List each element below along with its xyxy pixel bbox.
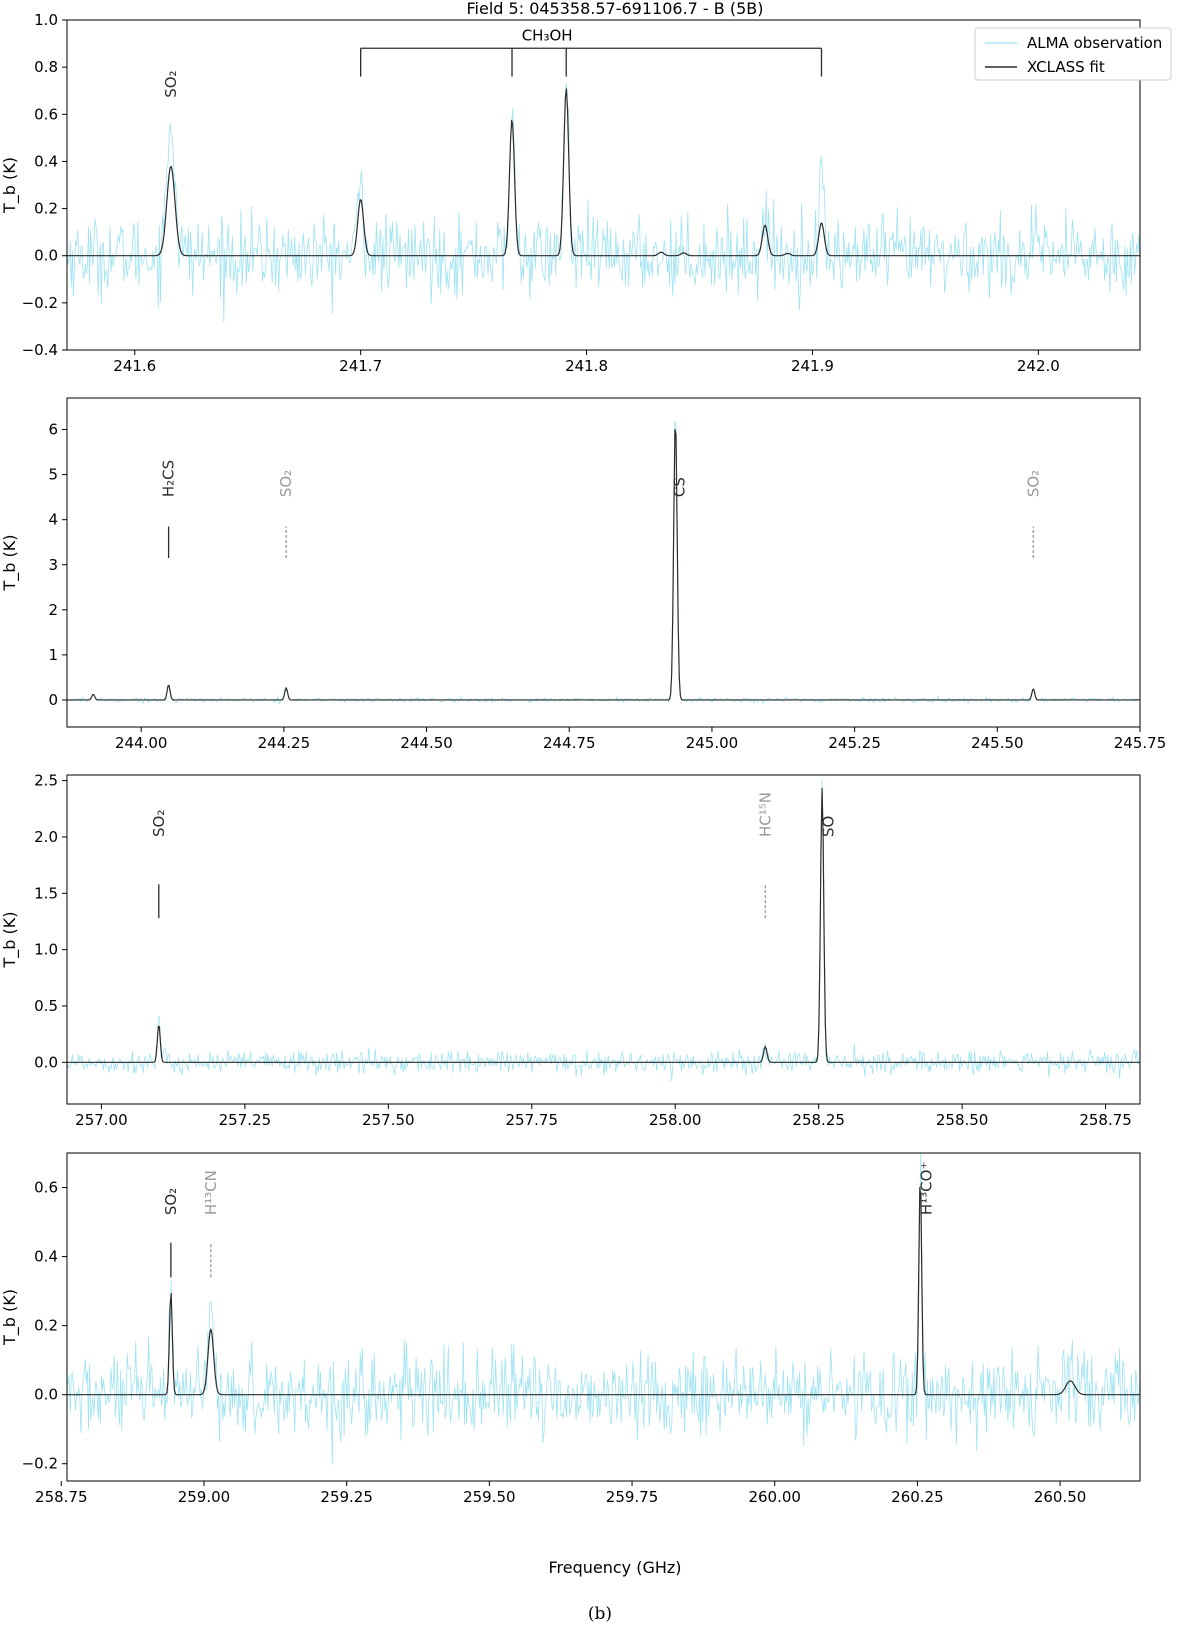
fit-series [67, 1187, 1140, 1396]
spectrum-panels: T_b (K)241.6 241.7 241.8 241.9 242.0−0.4−0.2… [0, 11, 1172, 1506]
x-tick-label: 245.25 [828, 734, 881, 752]
y-tick-label: 1 [48, 646, 58, 664]
series-group [67, 420, 1140, 705]
observation-series [67, 779, 1140, 1082]
y-axis-title: T_b (K) [0, 912, 20, 969]
plot-frame [66, 1152, 1141, 1482]
figure-title: Field 5: 045358.57-691106.7 - B (5B) [467, 0, 764, 18]
plot-frame [66, 397, 1141, 728]
x-tick-label: 258.50 [936, 1111, 989, 1129]
y-tick-label: 1.0 [34, 941, 58, 959]
x-tick-label: 257.50 [362, 1111, 415, 1129]
x-tick-label: 258.25 [792, 1111, 845, 1129]
legend-box [974, 27, 1172, 81]
series-group [67, 83, 1140, 323]
x-tick-label: 241.7 [339, 357, 382, 375]
spectrum-panel-3: T_b (K) 257.00 257.25 257.50 257.75 258.00 258… [0, 772, 1141, 1129]
x-tick-label: 244.50 [400, 734, 453, 752]
y-tick-label: 0.5 [34, 997, 58, 1015]
y-tick-label: 0 [48, 691, 58, 709]
y-tick-label: 4 [48, 511, 58, 529]
x-tick-label: 244.75 [543, 734, 596, 752]
fit-series [67, 428, 1140, 701]
observation-series [67, 420, 1140, 705]
y-tick-label: 0.4 [34, 1248, 58, 1266]
plot-frame [66, 774, 1141, 1105]
line-id-label: H₂CS [160, 460, 178, 497]
x-tick-label: 244.00 [115, 734, 168, 752]
y-tick-label: 0.2 [34, 200, 58, 218]
line-id-label: H¹³CN [202, 1170, 220, 1215]
fit-series [67, 788, 1140, 1063]
series-group [67, 779, 1140, 1082]
y-tick-label: −0.2 [22, 294, 58, 312]
x-tick-label: 259.75 [606, 1488, 659, 1506]
line-id-label: SO [819, 816, 837, 837]
y-tick-label: 2.0 [34, 828, 58, 846]
line-id-label: H¹³CO⁺ [918, 1162, 936, 1216]
x-tick-label: 244.25 [258, 734, 311, 752]
x-tick-label: 258.00 [649, 1111, 702, 1129]
x-tick-label: 259.50 [463, 1488, 516, 1506]
y-axis-title: T_b (K) [0, 1289, 20, 1346]
spectrum-panel-4: T_b (K) 258.75 259.00 259.25 259.50 259.75 260… [0, 1152, 1141, 1506]
y-tick-label: −0.2 [22, 1455, 58, 1473]
y-tick-label: 5 [48, 466, 58, 484]
series-group [67, 1153, 1140, 1465]
y-tick-label: −0.4 [22, 341, 58, 359]
figure-caption: (b) [587, 1604, 613, 1624]
x-tick-label: 260.00 [748, 1488, 801, 1506]
bracket-label: CH₃OH [522, 27, 573, 45]
x-tick-label: 245.00 [686, 734, 739, 752]
y-tick-label: 6 [48, 421, 58, 439]
y-axis-title: T_b (K) [0, 535, 20, 592]
y-tick-label: 1.5 [34, 884, 58, 902]
y-axis-title: T_b (K) [0, 157, 20, 214]
y-tick-label: 3 [48, 556, 58, 574]
x-tick-label: 259.25 [320, 1488, 373, 1506]
x-tick-label: 241.9 [791, 357, 834, 375]
x-tick-label: 260.25 [891, 1488, 944, 1506]
x-tick-label: 241.8 [565, 357, 608, 375]
x-tick-label: 260.50 [1034, 1488, 1087, 1506]
y-tick-label: 2 [48, 601, 58, 619]
line-id-label: CS [670, 477, 688, 497]
line-id-label: SO₂ [150, 810, 168, 837]
line-id-label: SO₂ [1024, 470, 1042, 497]
x-tick-label: 258.75 [1079, 1111, 1132, 1129]
x-tick-label: 259.00 [178, 1488, 231, 1506]
y-tick-label: 0.0 [34, 247, 58, 265]
line-id-label: SO₂ [277, 470, 295, 497]
y-tick-label: 0.2 [34, 1317, 58, 1335]
x-tick-label: 245.75 [1114, 734, 1167, 752]
x-tick-label: 257.25 [219, 1111, 272, 1129]
y-tick-label: 0.6 [34, 105, 58, 123]
legend-entry-label: XCLASS fit [1027, 58, 1105, 76]
fit-series [67, 88, 1140, 257]
observation-series [67, 1153, 1140, 1465]
x-tick-label: 257.75 [506, 1111, 559, 1129]
x-axis-title: Frequency (GHz) [548, 1558, 681, 1577]
spectrum-panel-2: T_b (K)244.00 244.25 244.50 244.75 245.00 245… [0, 397, 1167, 752]
y-tick-label: 1.0 [34, 11, 58, 29]
x-tick-label: 258.75 [35, 1488, 88, 1506]
y-tick-label: 0.8 [34, 58, 58, 76]
line-id-label: SO₂ [162, 70, 180, 97]
spectrum-panel-1: T_b (K) 241.6 241.7 241.8 241.9 242.0 −0.4 −0.2… [0, 11, 1172, 375]
x-tick-label: 242.0 [1017, 357, 1060, 375]
y-tick-label: 0.0 [34, 1386, 58, 1404]
observation-series [67, 83, 1140, 323]
legend-entry-label: ALMA observation [1027, 34, 1162, 52]
y-tick-label: 0.4 [34, 152, 58, 170]
y-tick-label: 2.5 [34, 772, 58, 790]
plot-frame [66, 19, 1141, 351]
x-tick-label: 245.50 [971, 734, 1024, 752]
x-tick-label: 257.00 [75, 1111, 128, 1129]
line-id-label: HC¹⁵N [756, 792, 774, 837]
y-tick-label: 0.0 [34, 1053, 58, 1071]
y-tick-label: 0.6 [34, 1179, 58, 1197]
x-tick-label: 241.6 [113, 357, 156, 375]
line-id-label: SO₂ [162, 1188, 180, 1215]
